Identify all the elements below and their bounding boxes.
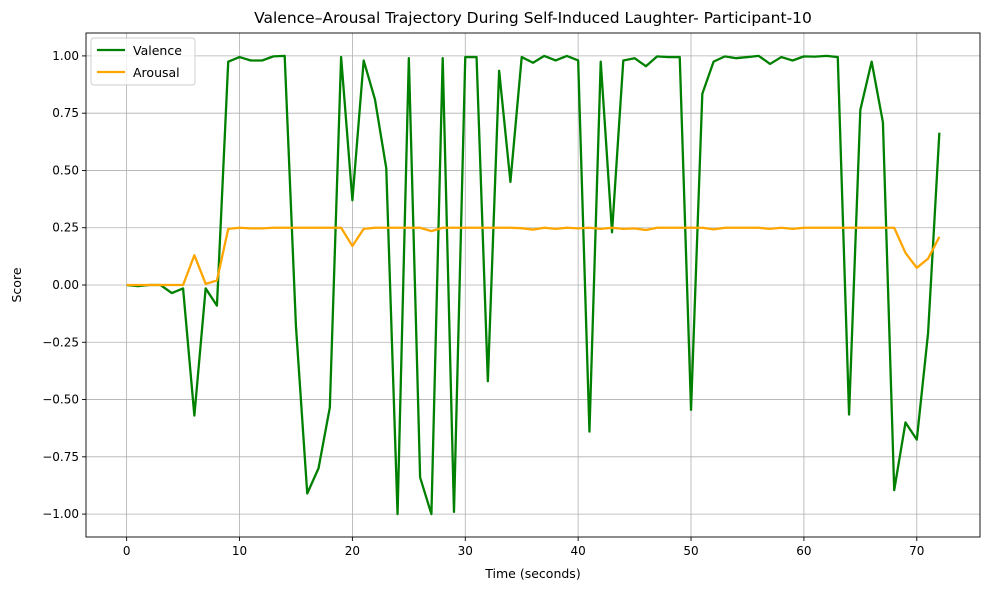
axis-ticks: 0 10 20 30 40 50 60 70 −1.00 −0.75 −0.50 −0.25 0.00 0… [42,49,924,558]
y-axis-label: Score [9,267,24,302]
chart-title: Valence–Arousal Trajectory During Self-I… [254,9,812,27]
legend-label-arousal: Arousal [133,65,180,80]
x-tick-label: 40 [571,544,586,558]
x-tick-label: 30 [458,544,473,558]
y-tick-label: 0.50 [52,163,79,177]
y-tick-label: 0.25 [52,221,79,235]
y-tick-label: 1.00 [52,49,79,63]
series-line-arousal [126,226,941,287]
series-line-valence [126,54,941,516]
y-tick-label: −0.50 [42,393,79,407]
y-tick-label: −0.25 [42,335,79,349]
x-tick-label: 0 [123,544,131,558]
y-tick-label: −0.75 [42,450,79,464]
x-tick-label: 70 [909,544,924,558]
legend: Valence Arousal [90,37,196,86]
series-lines [126,54,941,516]
x-axis-label: Time (seconds) [484,566,580,581]
x-tick-label: 20 [345,544,360,558]
x-tick-label: 50 [683,544,698,558]
x-tick-label: 60 [796,544,811,558]
y-tick-label: −1.00 [42,507,79,521]
x-tick-label: 10 [232,544,247,558]
y-tick-label: 0.00 [52,278,79,292]
y-tick-label: 0.75 [52,106,79,120]
legend-label-valence: Valence [133,43,182,58]
